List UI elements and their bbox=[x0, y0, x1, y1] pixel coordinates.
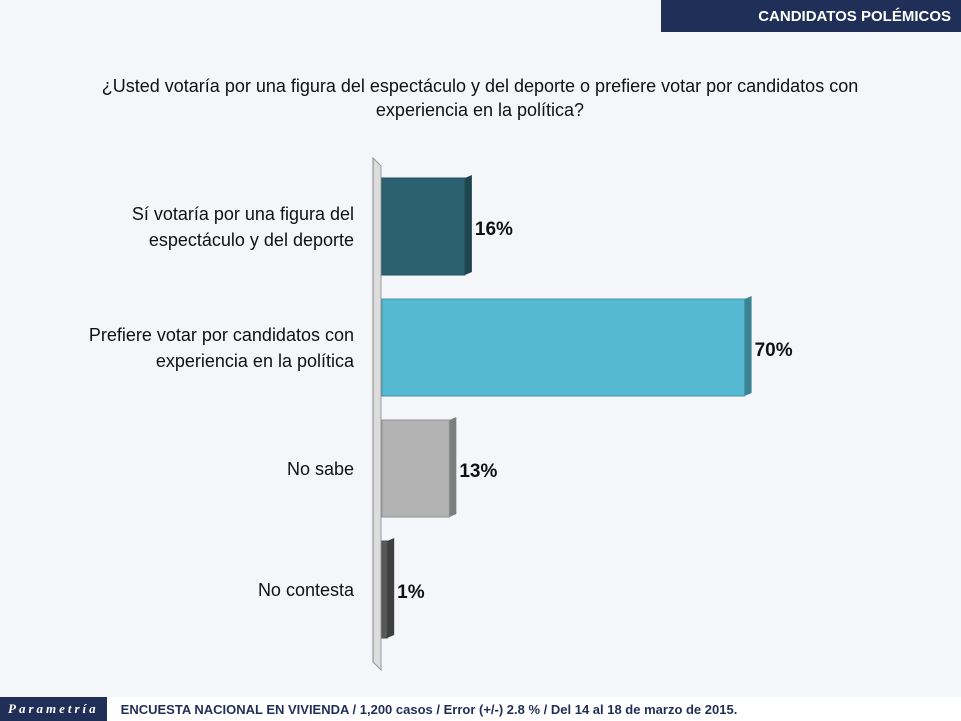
header: CANDIDATOS POLÉMICOS bbox=[661, 0, 961, 32]
value-label: 1% bbox=[397, 582, 425, 603]
value-label: 16% bbox=[475, 219, 513, 240]
bar-side bbox=[449, 417, 457, 517]
category-label: No sabe bbox=[286, 458, 354, 479]
category-label: Sí votaría por una figura del espectácul… bbox=[131, 203, 354, 250]
category-label: Prefiere votar por candidatos con experi… bbox=[88, 324, 354, 371]
bar-side bbox=[464, 175, 472, 275]
footer: Parametría ENCUESTA NACIONAL EN VIVIENDA… bbox=[0, 697, 961, 721]
value-label: 13% bbox=[459, 461, 497, 482]
bar-side bbox=[744, 296, 752, 396]
bar bbox=[381, 298, 746, 397]
brand: Parametría bbox=[0, 697, 107, 721]
bar-side bbox=[387, 538, 395, 638]
axis-wall bbox=[372, 156, 382, 672]
chart-title: ¿Usted votaría por una figura del espect… bbox=[101, 76, 859, 120]
bar bbox=[381, 540, 388, 639]
value-label: 70% bbox=[755, 340, 793, 361]
footer-text: ENCUESTA NACIONAL EN VIVIENDA / 1,200 ca… bbox=[120, 701, 738, 717]
bar bbox=[381, 419, 450, 518]
bar bbox=[381, 177, 466, 276]
category-label: No contesta bbox=[257, 579, 354, 600]
